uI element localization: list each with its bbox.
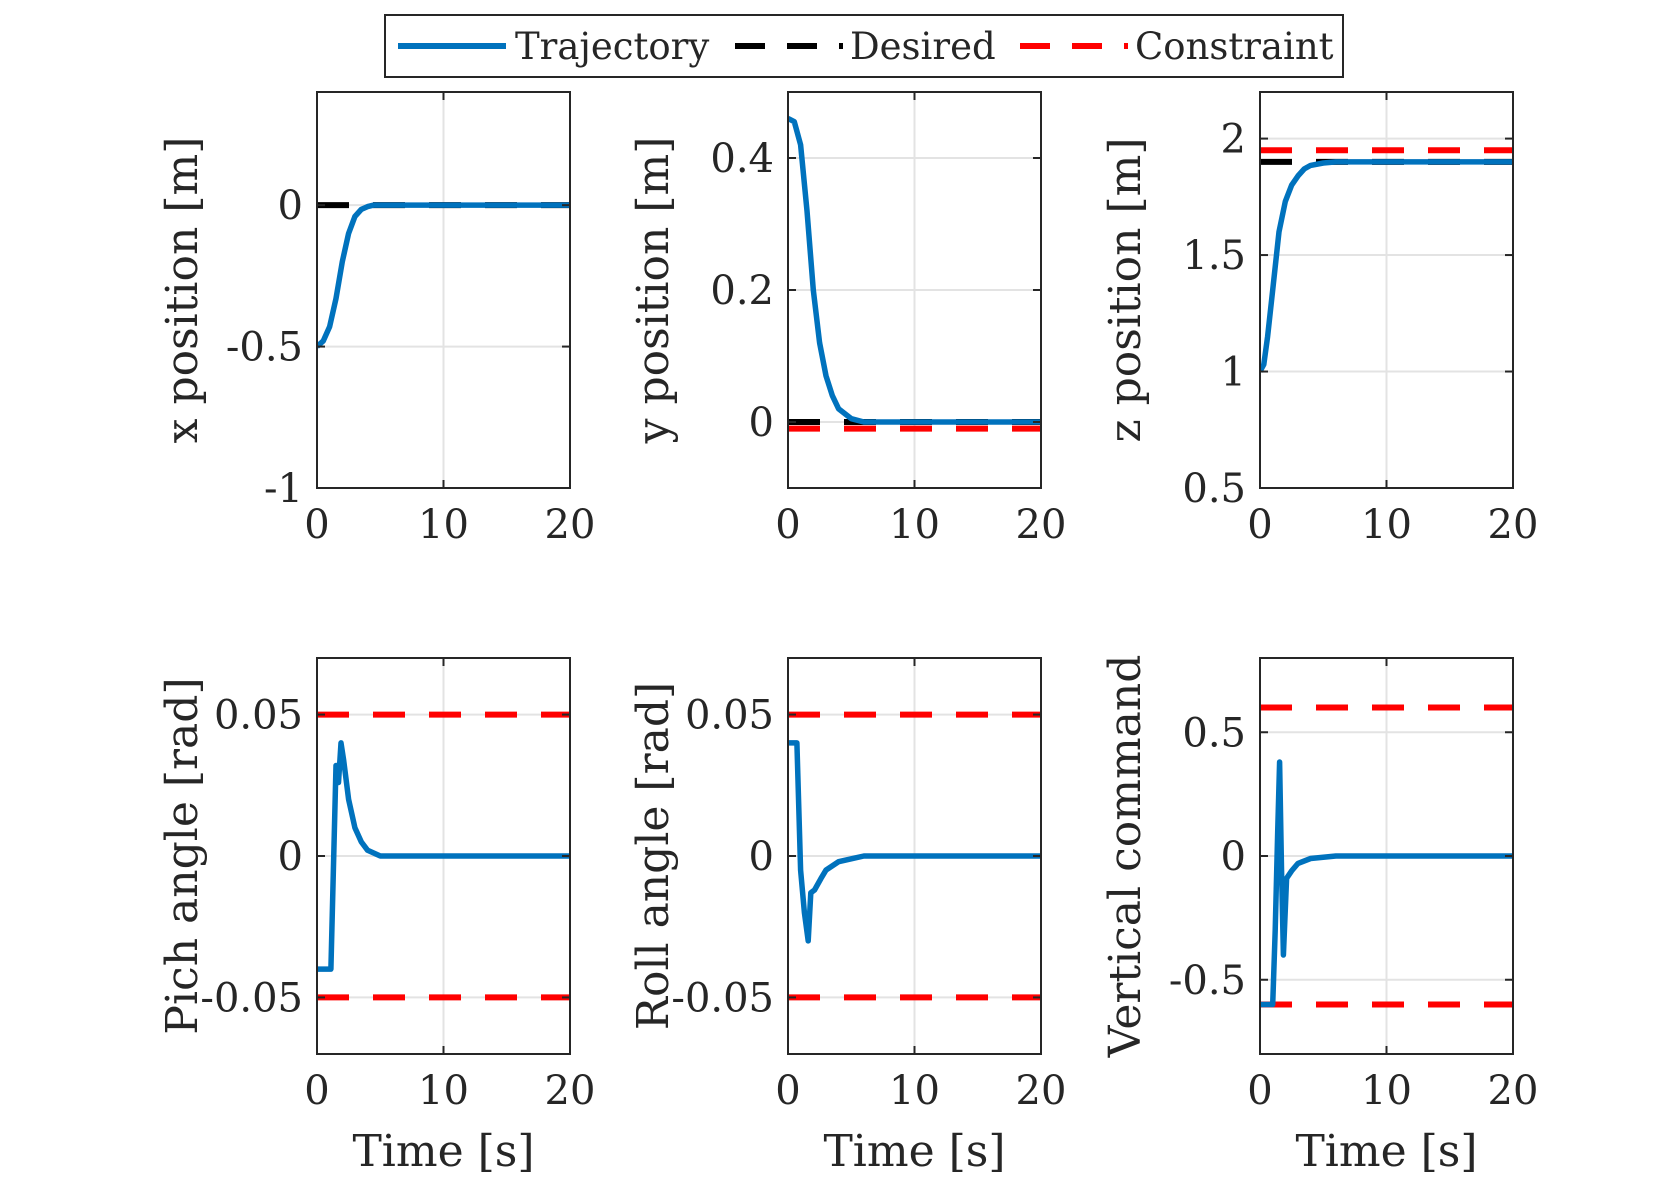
y-axis-title: y position [m] xyxy=(628,137,679,445)
panel-z-position-m: 0 10 20 0.5 1 1.5 2 z position [m] xyxy=(1100,91,1539,548)
y-tick-label: 0 xyxy=(749,834,774,880)
x-tick-label: 0 xyxy=(304,1068,329,1114)
x-tick-label: 10 xyxy=(418,1068,469,1114)
x-tick-label: 0 xyxy=(1247,502,1272,548)
series-group xyxy=(1260,704,1513,1008)
x-tick-label: 0 xyxy=(304,502,329,548)
y-tick-label: 0.2 xyxy=(710,268,774,314)
y-axis-title: z position [m] xyxy=(1100,137,1151,442)
x-axis-title: Time [s] xyxy=(352,1126,534,1177)
x-axis-title: Time [s] xyxy=(823,1126,1005,1177)
x-tick-label: 20 xyxy=(1016,1068,1067,1114)
x-tick-label: 10 xyxy=(418,502,469,548)
x-tick-label: 20 xyxy=(545,1068,596,1114)
x-tick-label: 20 xyxy=(1488,1068,1539,1114)
x-tick-label: 20 xyxy=(1016,502,1067,548)
x-tick-label: 10 xyxy=(889,1068,940,1114)
y-tick-label: 0.5 xyxy=(1182,466,1246,512)
y-tick-label: -0.05 xyxy=(671,975,774,1021)
y-tick-label: 0.05 xyxy=(685,693,774,739)
series-trajectory xyxy=(1260,159,1513,373)
series-trajectory xyxy=(317,202,570,349)
y-tick-label: -0.5 xyxy=(1169,958,1246,1004)
y-tick-label: 0.05 xyxy=(214,693,303,739)
x-tick-label: 10 xyxy=(1361,1068,1412,1114)
y-tick-label: 1 xyxy=(1221,350,1246,396)
legend-label-desired: Desired xyxy=(850,25,996,68)
x-tick-label: 10 xyxy=(889,502,940,548)
series-trajectory xyxy=(788,740,1041,944)
x-tick-label: 0 xyxy=(775,502,800,548)
y-axis-title: Vertical command xyxy=(1100,655,1151,1059)
y-tick-label: 0 xyxy=(1221,834,1246,880)
y-axis-title: Roll angle [rad] xyxy=(628,682,679,1030)
x-axis-title: Time [s] xyxy=(1295,1126,1477,1177)
series-trajectory xyxy=(1260,759,1513,1008)
x-tick-label: 20 xyxy=(1488,502,1539,548)
series-trajectory xyxy=(317,740,570,972)
series-group xyxy=(317,202,570,349)
series-group xyxy=(1260,147,1513,373)
x-tick-label: 0 xyxy=(1247,1068,1272,1114)
y-tick-label: 0.4 xyxy=(710,136,774,182)
y-tick-label: -0.05 xyxy=(200,975,303,1021)
series-group xyxy=(788,115,1041,432)
series-group xyxy=(317,711,570,1001)
legend-label-constraint: Constraint xyxy=(1135,25,1334,68)
legend-box xyxy=(384,14,1344,78)
x-tick-label: 20 xyxy=(545,502,596,548)
panel-y-position-m: 0 10 20 0 0.2 0.4 y position [m] xyxy=(628,91,1067,548)
legend: Trajectory Desired Constraint xyxy=(384,14,1344,78)
y-tick-label: 0.5 xyxy=(1182,710,1246,756)
y-tick-label: 0 xyxy=(278,834,303,880)
y-tick-label: 0 xyxy=(278,183,303,229)
y-tick-label: -0.5 xyxy=(226,325,303,371)
y-axis-title: Pich angle [rad] xyxy=(157,677,208,1034)
legend-label-trajectory: Trajectory xyxy=(515,25,709,68)
series-group xyxy=(788,711,1041,1001)
panel-vertical-command: 0 10 20 -0.5 0 0.5 Vertical command Time [s] xyxy=(1100,655,1538,1177)
subplot-grid: 0 10 20-1-0.50x position [m]0 10 2000.20.4y … xyxy=(157,91,1539,1177)
y-tick-label: 1.5 xyxy=(1182,233,1246,279)
series-trajectory xyxy=(788,115,1041,425)
panel-x-position-m: 0 10 20 -1 -0.5 0 x position [m] xyxy=(157,91,596,548)
y-tick-label: 2 xyxy=(1221,117,1246,163)
y-axis-title: x position [m] xyxy=(157,137,208,444)
y-tick-label: 0 xyxy=(749,400,774,446)
x-tick-label: 0 xyxy=(775,1068,800,1114)
x-tick-label: 10 xyxy=(1361,502,1412,548)
y-tick-label: -1 xyxy=(264,466,303,512)
